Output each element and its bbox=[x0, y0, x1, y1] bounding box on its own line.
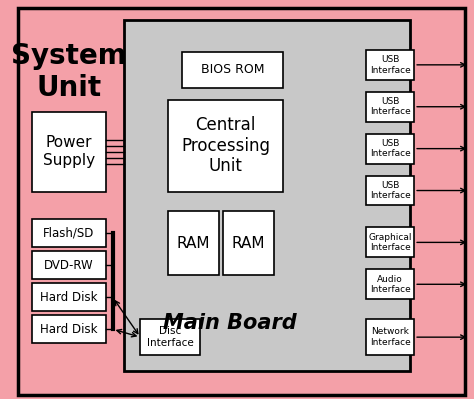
Text: RAM: RAM bbox=[232, 236, 265, 251]
FancyBboxPatch shape bbox=[182, 52, 283, 88]
Text: Hard Disk: Hard Disk bbox=[40, 291, 98, 304]
FancyBboxPatch shape bbox=[18, 8, 465, 395]
FancyBboxPatch shape bbox=[366, 227, 414, 257]
Text: Disc
Interface: Disc Interface bbox=[147, 326, 193, 348]
FancyBboxPatch shape bbox=[366, 269, 414, 299]
FancyBboxPatch shape bbox=[32, 283, 106, 311]
Text: System
Unit: System Unit bbox=[11, 41, 127, 102]
Text: Main Board: Main Board bbox=[163, 313, 297, 333]
FancyBboxPatch shape bbox=[366, 176, 414, 205]
Text: USB
Interface: USB Interface bbox=[370, 97, 410, 117]
Text: USB
Interface: USB Interface bbox=[370, 55, 410, 75]
Text: Network
Interface: Network Interface bbox=[370, 328, 410, 347]
FancyBboxPatch shape bbox=[223, 211, 274, 275]
Text: Audio
Interface: Audio Interface bbox=[370, 275, 410, 294]
FancyBboxPatch shape bbox=[32, 112, 106, 192]
Text: Central
Processing
Unit: Central Processing Unit bbox=[181, 116, 270, 176]
FancyBboxPatch shape bbox=[140, 319, 200, 355]
Text: Power
Supply: Power Supply bbox=[43, 135, 95, 168]
Text: Graphical
Interface: Graphical Interface bbox=[368, 233, 412, 252]
FancyBboxPatch shape bbox=[366, 50, 414, 80]
Text: USB
Interface: USB Interface bbox=[370, 139, 410, 158]
FancyBboxPatch shape bbox=[32, 219, 106, 247]
Text: RAM: RAM bbox=[176, 236, 210, 251]
FancyBboxPatch shape bbox=[366, 134, 414, 164]
FancyBboxPatch shape bbox=[168, 211, 219, 275]
Text: DVD-RW: DVD-RW bbox=[44, 259, 94, 272]
Text: BIOS ROM: BIOS ROM bbox=[201, 63, 264, 76]
Text: USB
Interface: USB Interface bbox=[370, 181, 410, 200]
FancyBboxPatch shape bbox=[366, 319, 414, 355]
FancyBboxPatch shape bbox=[32, 251, 106, 279]
Text: Hard Disk: Hard Disk bbox=[40, 323, 98, 336]
FancyBboxPatch shape bbox=[366, 92, 414, 122]
FancyBboxPatch shape bbox=[124, 20, 410, 371]
FancyBboxPatch shape bbox=[168, 100, 283, 192]
Text: Flash/SD: Flash/SD bbox=[43, 227, 95, 240]
FancyBboxPatch shape bbox=[32, 315, 106, 343]
